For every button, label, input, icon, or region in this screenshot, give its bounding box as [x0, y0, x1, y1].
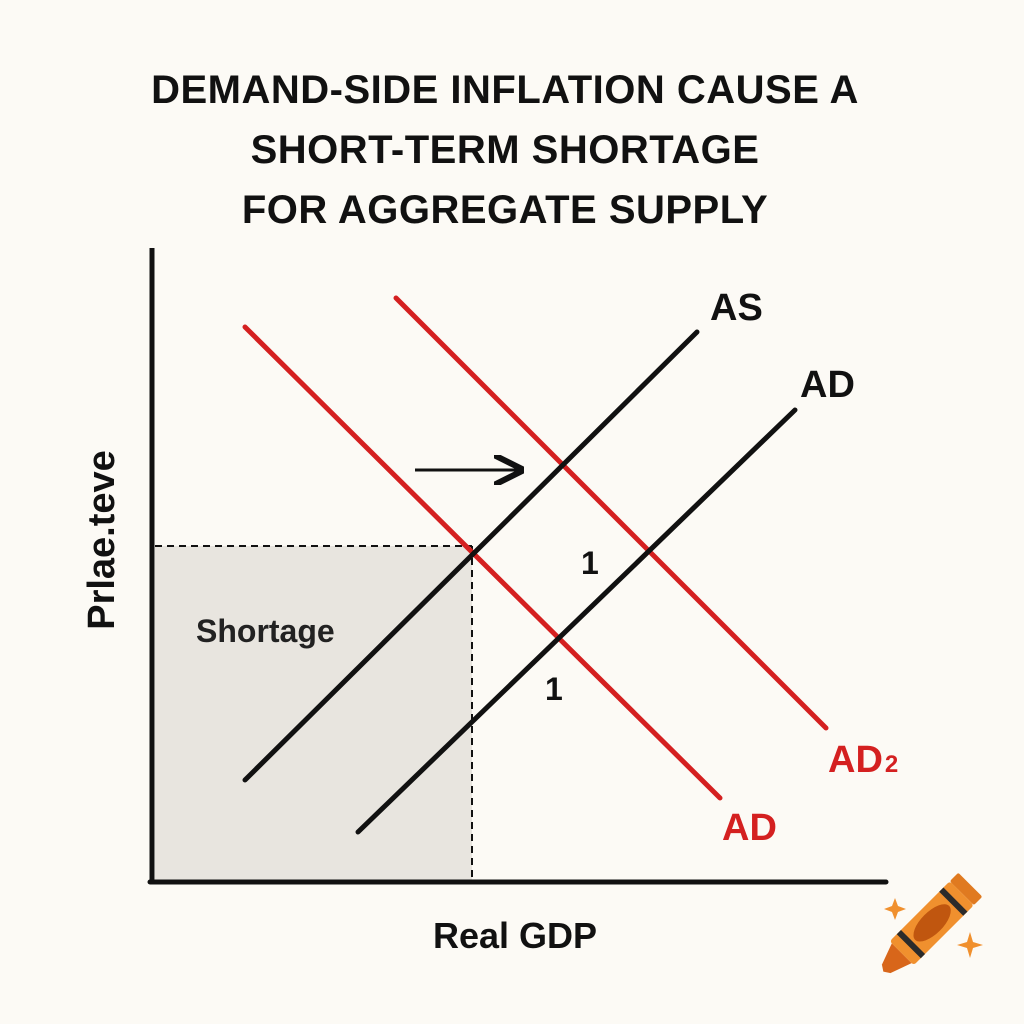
title-line-1: DEMAND-SIDE INFLATION CAUSE A: [151, 68, 859, 112]
crayon-icon: [881, 873, 982, 974]
ad2-curve: [393, 295, 829, 731]
sparkle-icon: [957, 932, 983, 958]
as-label: AS: [710, 287, 763, 329]
ad-black-curve: [355, 407, 798, 835]
marker-lower: 1: [545, 671, 563, 707]
title-line-2: SHORT-TERM SHORTAGE: [250, 128, 760, 172]
ad-red-curve: [242, 324, 723, 801]
ad2-label: AD2: [828, 739, 898, 781]
title-line-3: FOR AGGREGATE SUPPLY: [241, 188, 769, 232]
shortage-label: Shortage: [196, 613, 335, 649]
sparkle-icon: [884, 898, 906, 920]
ad-black-label: AD: [800, 364, 855, 406]
ad-red-label: AD: [722, 807, 777, 849]
marker-upper: 1: [581, 545, 599, 581]
y-axis-label: Prlae.teve: [81, 450, 123, 630]
ad2-label-main: AD: [828, 739, 883, 781]
as-curve: [242, 329, 700, 783]
ad2-label-sub: 2: [885, 751, 898, 778]
x-axis-label: Real GDP: [433, 915, 597, 956]
